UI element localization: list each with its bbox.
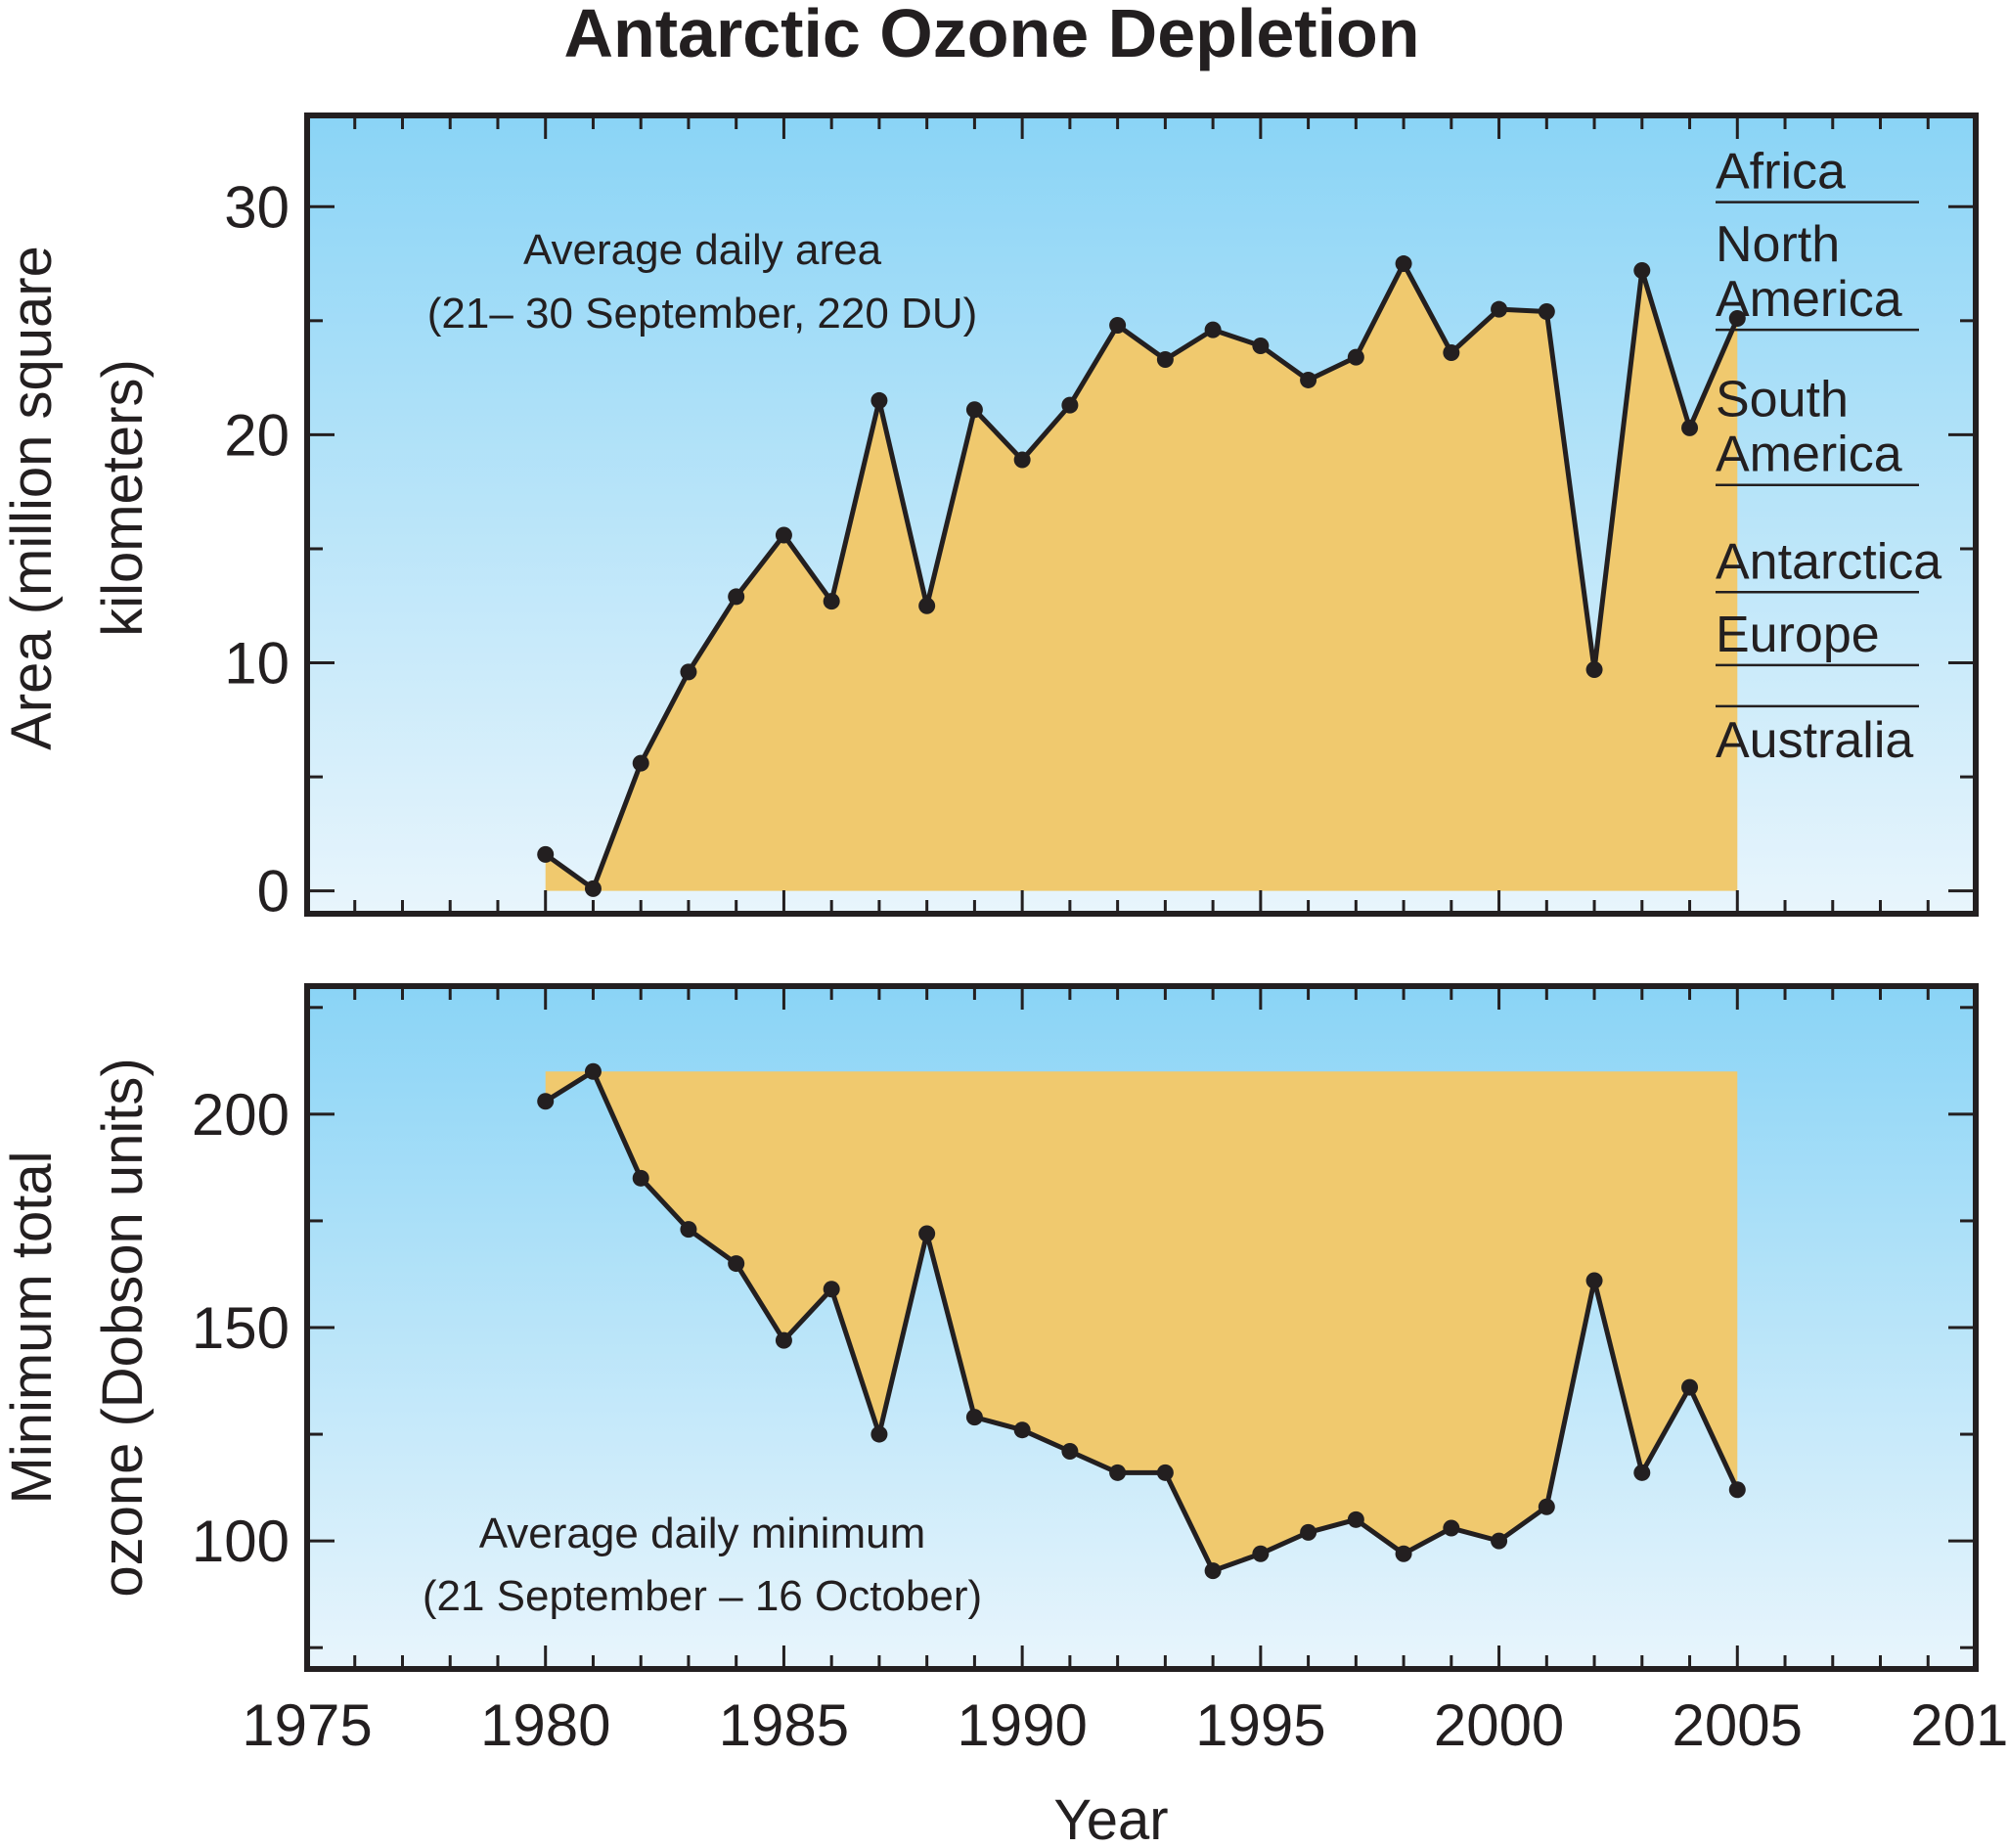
area-data-point [1300,371,1317,388]
area-data-point [823,593,840,610]
ozone-data-point [1156,1464,1174,1481]
ozone-y-axis-label-line2: ozone (Dobson units) [91,1058,155,1597]
area-data-point [584,879,602,897]
area-data-point [1061,396,1079,414]
area-y-axis-label-line1: Area (million square [0,246,64,750]
ozone-data-point [1204,1562,1222,1580]
area-data-point [1252,337,1270,354]
ozone-data-point [680,1221,697,1239]
continent-label: South [1716,372,1849,428]
ozone-data-point [775,1331,792,1349]
x-tick-label: 2005 [1673,1692,1803,1758]
area-annotation-line1: Average daily area [523,226,882,274]
area-data-point [1156,350,1174,368]
area-data-point [1491,300,1508,318]
ozone-y-tick-label: 100 [192,1509,290,1574]
ozone-y-tick-label: 200 [192,1082,290,1148]
area-data-point [1633,262,1651,280]
area-data-point [1204,321,1222,338]
continent-label: Antarctica [1716,533,1941,590]
x-tick-label: 1975 [242,1692,372,1758]
area-data-point [1585,661,1603,679]
area-panel-frame [304,113,1979,917]
ozone-data-point [728,1255,745,1273]
continent-label: Africa [1716,144,1846,201]
area-y-tick-label: 30 [224,174,290,240]
area-data-point [965,401,983,419]
area-y-tick-label: 0 [257,859,290,924]
area-data-point [870,391,888,409]
area-data-point [1681,419,1699,436]
ozone-data-point [965,1409,983,1426]
area-y-tick-label: 20 [224,402,290,468]
area-data-point [775,526,792,544]
ozone-data-point [1300,1523,1317,1541]
ozone-data-point [1681,1378,1699,1396]
ozone-data-point [632,1169,649,1187]
ozone-annotation-line2: (21 September – 16 October) [423,1572,982,1620]
area-data-point [1395,255,1412,273]
ozone-data-point [1109,1464,1127,1481]
area-data-point [1538,303,1555,321]
area-data-point [1443,343,1460,361]
area-annotation-line2: (21– 30 September, 220 DU) [427,290,978,338]
x-tick-label: 1990 [957,1692,1087,1758]
ozone-panel: 100 150 200 1975 1980 1985 1990 1995 2000 2005 201… [0,983,2008,1848]
area-data-point [1347,348,1364,366]
continent-label: America [1716,271,1902,328]
continent-label: North [1716,216,1840,273]
area-panel: 0102030AfricaNorthAmericaSouthAmericaAnt… [0,113,1979,924]
area-data-point [1013,451,1031,469]
continent-label: Australia [1716,712,1913,769]
area-data-point [632,754,649,772]
area-panel-marks: 0102030AfricaNorthAmericaSouthAmericaAnt… [224,115,1976,924]
area-data-point [680,663,697,681]
area-y-tick-label: 10 [224,631,290,697]
chart-title: Antarctic Ozone Depletion [563,0,1419,71]
ozone-panel-frame [304,983,1979,1672]
ozone-data-point [1633,1464,1651,1481]
ozone-data-point [1585,1272,1603,1289]
ozone-data-point [1491,1532,1508,1550]
x-tick-label: 2010 [1910,1692,2008,1758]
ozone-panel-marks: 100 150 200 1975 1980 1985 1990 1995 2000 2005 201… [192,986,2008,1758]
ozone-series-line [544,1068,1740,1574]
ozone-data-point [1061,1443,1079,1461]
area-y-axis-label-line2: kilometers) [91,359,155,637]
continent-label: America [1716,427,1902,483]
ozone-data-point [537,1093,555,1110]
x-tick-label: 1985 [719,1692,849,1758]
ozone-data-point [1347,1510,1364,1528]
area-data-point [918,597,936,614]
ozone-y-axis-label-line1: Minimum total [0,1151,64,1505]
x-tick-label: 1980 [480,1692,610,1758]
ozone-data-point [1538,1498,1555,1515]
ozone-data-point [1013,1421,1031,1439]
ozone-data-point [1728,1481,1746,1499]
x-axis-label: Year [1053,1788,1168,1848]
ozone-data-point [870,1425,888,1443]
ozone-y-tick-label: 150 [192,1295,290,1361]
ozone-fill-area [545,1071,1738,1571]
ozone-data-point [584,1062,602,1080]
x-tick-label: 2000 [1434,1692,1564,1758]
continent-label: Europe [1716,607,1880,663]
area-data-point [537,845,555,863]
ozone-data-point [1395,1545,1412,1562]
area-data-point [1109,316,1127,334]
ozone-data-point [918,1225,936,1242]
ozone-data-point [1252,1545,1270,1562]
area-data-point [1728,309,1746,327]
x-tick-label: 1995 [1195,1692,1325,1758]
area-fill-area [545,263,1738,891]
ozone-data-point [1443,1519,1460,1537]
ozone-annotation-line1: Average daily minimum [479,1510,925,1557]
ozone-data-point [823,1281,840,1298]
area-data-point [728,588,745,606]
